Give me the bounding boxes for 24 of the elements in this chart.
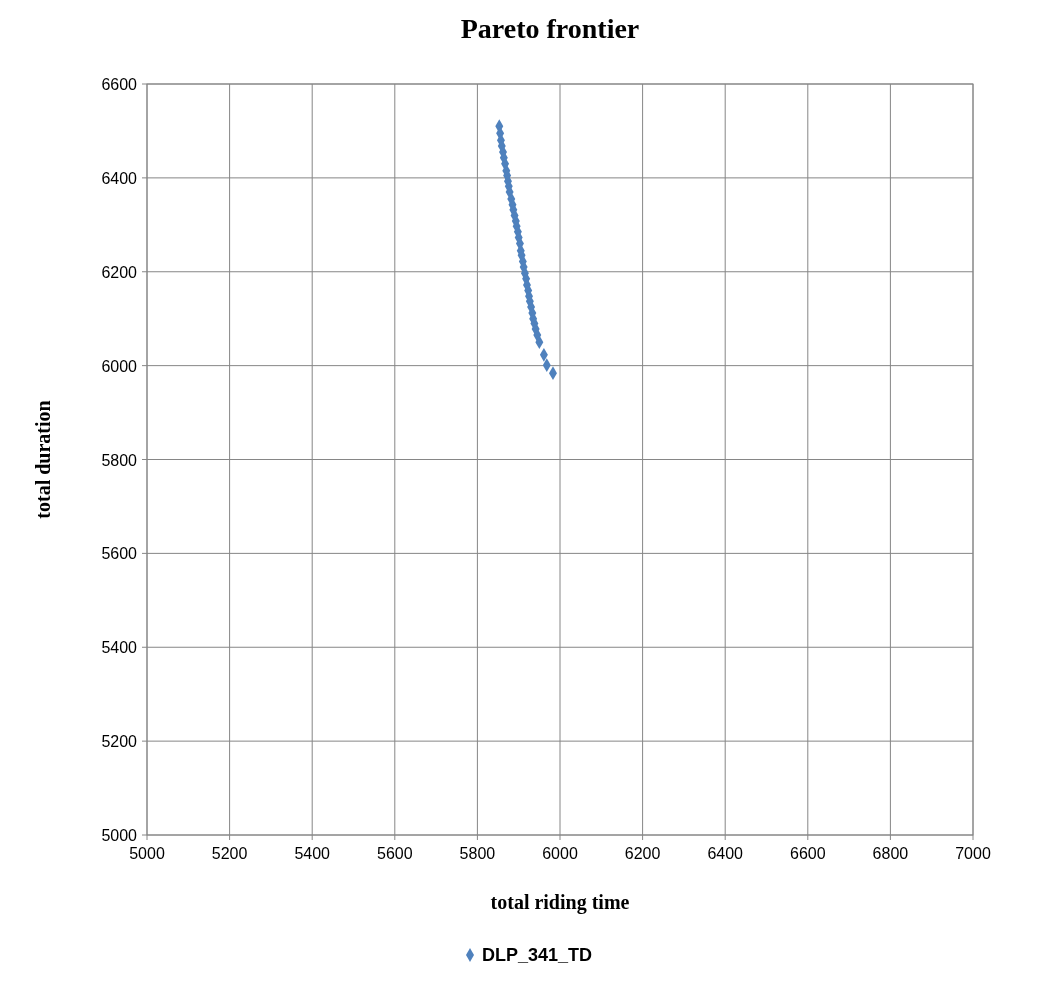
x-tick-label: 5000	[129, 845, 165, 862]
y-tick-label: 6400	[101, 169, 138, 187]
y-tick-label: 6200	[101, 263, 138, 281]
x-tick-label: 6400	[707, 845, 744, 862]
x-tick-label: 6600	[790, 845, 826, 862]
y-tick-label: 6000	[101, 357, 138, 375]
x-tick-label: 6200	[624, 845, 661, 862]
y-axis-title: total duration	[32, 400, 54, 519]
x-tick-label: 5600	[377, 845, 413, 862]
y-tick-label: 5600	[101, 545, 138, 563]
x-axis-title: total riding time	[490, 891, 630, 914]
x-tick-label: 5200	[211, 845, 248, 862]
y-tick-label: 6600	[101, 76, 138, 93]
chart-title: Pareto frontier	[460, 13, 640, 44]
legend-label: DLP_341_TD	[482, 945, 593, 965]
x-tick-label: 7000	[955, 845, 991, 862]
x-tick-label: 5400	[294, 845, 331, 862]
y-tick-label: 5800	[101, 451, 138, 469]
x-tick-label: 6800	[872, 845, 909, 862]
x-tick-label: 6000	[542, 845, 578, 862]
y-tick-label: 5000	[101, 827, 138, 844]
y-tick-label: 5200	[101, 733, 138, 751]
x-tick-label: 5800	[459, 845, 496, 862]
y-tick-label: 5400	[101, 639, 138, 657]
